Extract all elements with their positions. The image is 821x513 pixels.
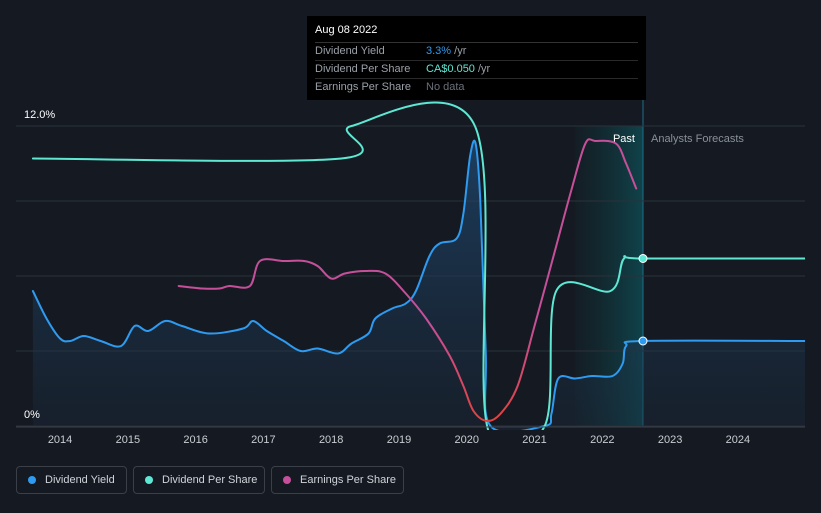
dividend-yield-line [31,139,805,430]
tooltip-label: Dividend Per Share [315,63,411,75]
dividend-per-share-line [31,101,805,430]
x-tick-label: 2020 [455,434,479,446]
current-value-marker [638,336,648,346]
legend-label: Dividend Per Share [162,474,258,486]
legend-label: Dividend Yield [45,474,115,486]
tooltip-unit: /yr [451,45,467,57]
x-tick-label: 2024 [726,434,750,446]
legend-label: Earnings Per Share [300,474,396,486]
forecast-label: Analysts Forecasts [651,133,744,145]
tooltip-value: 3.3% [426,45,452,57]
y-tick-label: 12.0% [24,109,55,121]
tooltip-value: CA$0.050 [426,63,475,75]
legend-dividend-per-share[interactable]: Dividend Per Share [133,466,265,494]
x-tick-label: 2017 [251,434,275,446]
tooltip-date: Aug 08 2022 [315,22,638,43]
legend-dot-icon [283,476,291,484]
past-label: Past [613,133,635,145]
x-tick-label: 2022 [590,434,614,446]
x-tick-label: 2018 [319,434,343,446]
earnings-per-share-line [177,138,638,423]
x-tick-label: 2016 [183,434,207,446]
tooltip-label: Earnings Per Share [315,81,411,93]
current-value-marker [638,254,648,263]
x-tick-label: 2015 [116,434,140,446]
hover-tooltip: Aug 08 2022 Dividend Yield 3.3% /yr Divi… [307,16,646,100]
tooltip-row-earnings-per-share: Earnings Per Share No data [315,79,638,96]
tooltip-row-dividend-per-share: Dividend Per Share CA$0.050 /yr [315,61,638,79]
tooltip-value: No data [426,81,465,93]
x-tick-label: 2023 [658,434,682,446]
x-tick-label: 2014 [48,434,72,446]
legend-dividend-yield[interactable]: Dividend Yield [16,466,127,494]
legend-dot-icon [145,476,153,484]
y-tick-label: 0% [24,409,40,421]
tooltip-label: Dividend Yield [315,45,385,57]
x-tick-label: 2021 [522,434,546,446]
x-tick-label: 2019 [387,434,411,446]
tooltip-row-dividend-yield: Dividend Yield 3.3% /yr [315,43,638,61]
tooltip-unit: /yr [474,63,491,75]
legend-dot-icon [28,476,36,484]
legend-earnings-per-share[interactable]: Earnings Per Share [271,466,404,494]
